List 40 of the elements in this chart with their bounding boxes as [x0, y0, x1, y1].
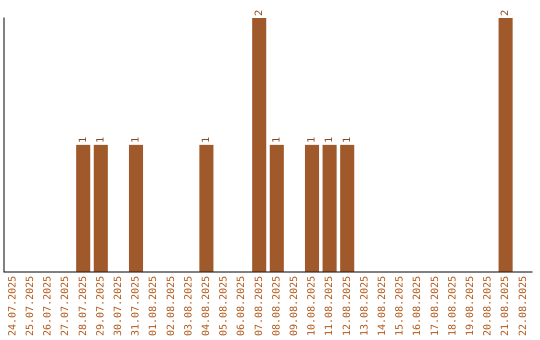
data-label: 1 [95, 136, 106, 143]
data-label: 2 [254, 10, 265, 16]
x-tick-label: 31.07.2025 [130, 276, 142, 336]
x-tick-label: 09.08.2025 [288, 276, 300, 336]
data-label: 2 [500, 10, 512, 16]
x-tick-label: 16.08.2025 [412, 276, 424, 336]
x-tick-label: 28.07.2025 [78, 276, 89, 336]
x-tick-label: 05.08.2025 [218, 276, 230, 336]
x-tick-label: 02.08.2025 [166, 276, 177, 336]
data-label: 1 [306, 136, 318, 143]
x-tick-label: 21.08.2025 [500, 276, 512, 336]
x-tick-label: 17.08.2025 [430, 276, 441, 336]
x-tick-label: 07.08.2025 [254, 276, 265, 336]
x-tick-label: 11.08.2025 [324, 276, 336, 336]
x-tick-label: 15.08.2025 [394, 276, 406, 336]
x-tick-label: 26.07.2025 [42, 276, 54, 336]
x-tick-label: 22.08.2025 [518, 276, 529, 336]
x-tick-label: 12.08.2025 [342, 276, 353, 336]
x-tick-label: 03.08.2025 [183, 276, 194, 336]
x-tick-label: 18.08.2025 [447, 276, 458, 336]
x-tick-label: 24.07.2025 [7, 276, 18, 336]
x-tick-label: 04.08.2025 [200, 276, 212, 336]
data-label: 1 [271, 136, 282, 143]
x-tick-label: 13.08.2025 [359, 276, 370, 336]
x-tick-label: 27.07.2025 [60, 276, 72, 336]
x-tick-label: 08.08.2025 [271, 276, 282, 336]
data-label: 1 [130, 136, 142, 143]
x-tick-label: 14.08.2025 [376, 276, 388, 336]
x-tick-label: 30.07.2025 [112, 276, 124, 336]
data-label: 1 [200, 136, 212, 143]
x-tick-label: 29.07.2025 [95, 276, 106, 336]
x-tick-label: 10.08.2025 [306, 276, 318, 336]
x-tick-label: 25.07.2025 [24, 276, 36, 336]
x-tick-label: 20.08.2025 [482, 276, 494, 336]
data-label: 1 [324, 136, 336, 143]
data-label: 1 [342, 136, 353, 143]
x-tick-label: 19.08.2025 [464, 276, 476, 336]
data-label: 1 [78, 136, 89, 143]
x-tick-label: 06.08.2025 [236, 276, 248, 336]
x-tick-label: 01.08.2025 [148, 276, 160, 336]
